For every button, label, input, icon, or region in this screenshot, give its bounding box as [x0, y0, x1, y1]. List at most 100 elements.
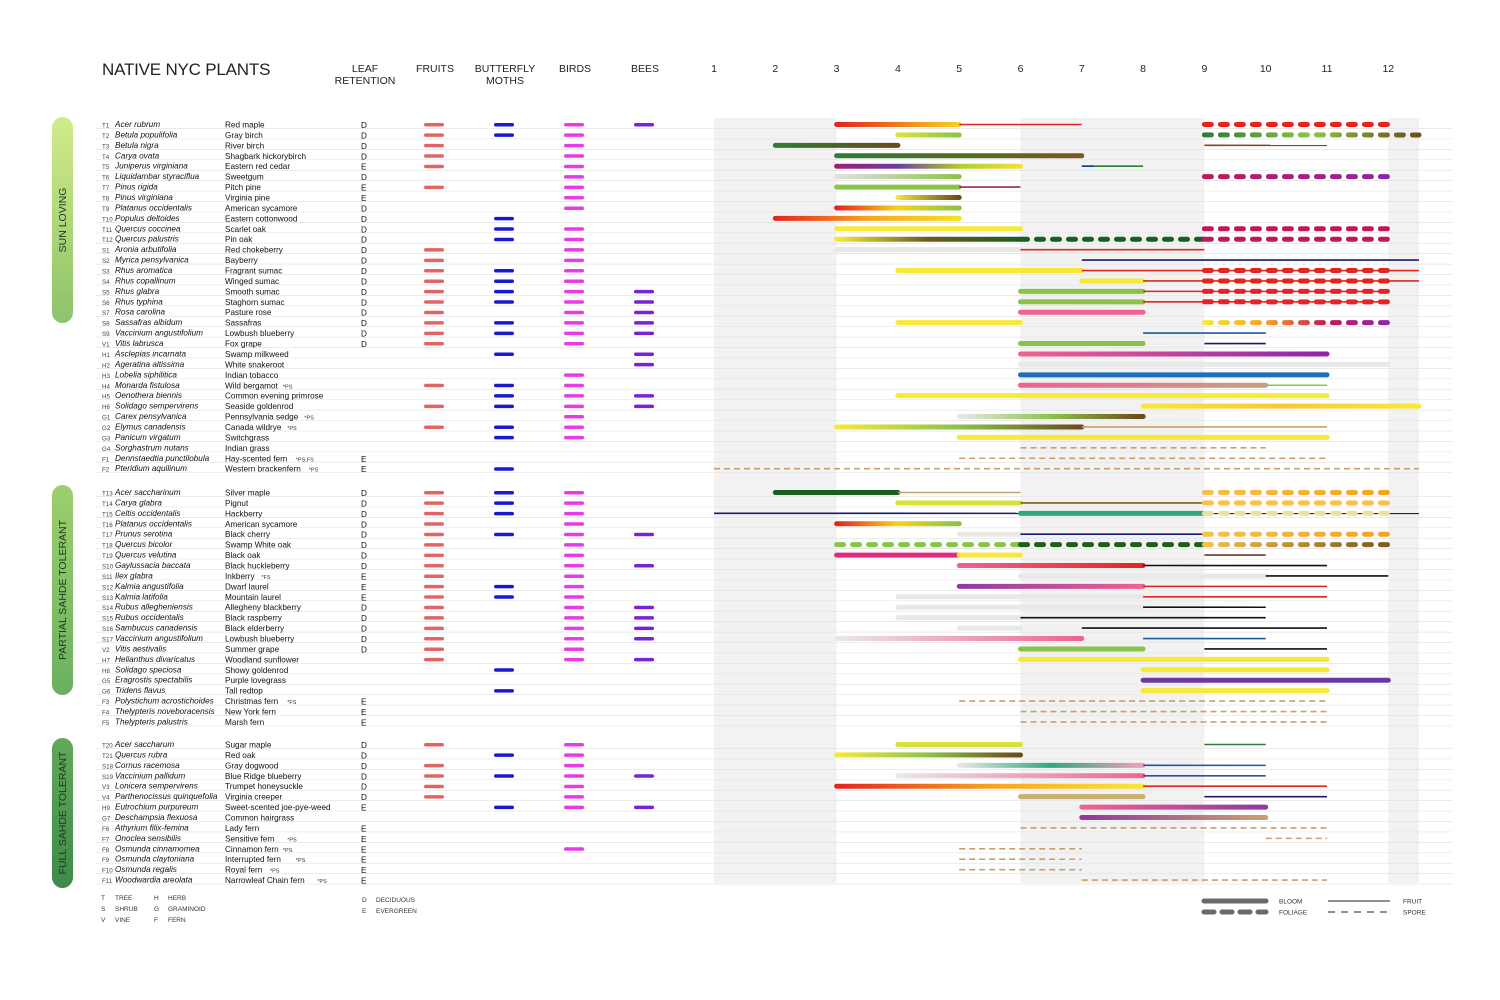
plant-common-name: Indian tobacco — [225, 371, 279, 380]
fruits-mark — [424, 425, 444, 429]
plant-latin-name: Eragrostis spectabilis — [115, 676, 192, 685]
legend-type-label: HERB — [168, 895, 186, 902]
plant-common-name: Dwarf laurel — [225, 582, 269, 591]
birds-mark — [564, 300, 584, 304]
bees-mark — [634, 300, 654, 304]
legend-line-label: SPORE — [1403, 910, 1426, 917]
plant-latin-name: Parthenocissus quinquefolia — [115, 792, 218, 801]
plant-common-name: Blue Ridge blueberry — [225, 772, 302, 781]
birds-mark — [564, 616, 584, 620]
plant-latin-name: Lonicera sempervirens — [115, 782, 198, 791]
plant-common-name: Gray birch — [225, 131, 263, 140]
leaf-retention-value: D — [361, 142, 367, 151]
plant-latin-name: Thelypteris palustris — [115, 717, 188, 726]
butterfly-mark — [494, 227, 514, 231]
bees-mark — [634, 564, 654, 568]
leaf-retention-value: E — [361, 804, 367, 813]
leaf-retention-value: D — [361, 257, 367, 266]
fruits-mark — [424, 574, 444, 578]
fruits-mark — [424, 491, 444, 495]
birds-mark — [564, 258, 584, 263]
plant-latin-name: Pinus rigida — [115, 183, 158, 192]
birds-mark — [564, 584, 584, 589]
bees-mark — [634, 637, 654, 641]
plant-common-name: Lady fern — [225, 824, 260, 833]
plant-latin-name: Kalmia latifolia — [115, 592, 168, 601]
birds-mark — [564, 564, 584, 568]
bees-mark — [634, 616, 654, 620]
plant-common-name: Canada wildrye — [225, 423, 282, 432]
plant-latin-name: Myrica pensylvanica — [115, 256, 189, 265]
plant-common-name: River birch — [225, 141, 265, 150]
plant-code: S8 — [102, 321, 110, 328]
plant-latin-name: Sassafras albidum — [115, 318, 183, 327]
butterfly-mark — [494, 689, 514, 693]
plant-common-name: Swamp White oak — [225, 541, 292, 550]
legend-type-code: H — [154, 895, 159, 902]
birds-mark — [564, 383, 584, 388]
birds-mark — [564, 164, 584, 169]
plant-code: G5 — [102, 678, 111, 685]
plant-common-name: Silver maple — [225, 489, 270, 498]
birds-mark — [564, 185, 584, 190]
plant-common-name: Black elderberry — [225, 624, 285, 633]
leaf-retention-value: D — [361, 751, 367, 760]
plant-note: *PS — [287, 837, 297, 843]
plant-latin-name: Rhus glabra — [115, 287, 160, 296]
fruits-mark — [424, 342, 444, 346]
plant-common-name: Hay-scented fern — [225, 454, 288, 463]
plant-latin-name: Aronia arbutifolia — [114, 245, 177, 254]
butterfly-mark — [494, 133, 514, 137]
plant-common-name: White snakeroot — [225, 360, 285, 369]
plant-latin-name: Populus deltoides — [115, 214, 180, 223]
plant-code: T15 — [102, 511, 113, 518]
leaf-retention-value: D — [361, 131, 367, 140]
plant-common-name: Lowbush blueberry — [225, 635, 295, 644]
birds-mark — [564, 196, 584, 200]
plant-common-name: Fragrant sumac — [225, 267, 282, 276]
plant-common-name: American sycamore — [225, 204, 298, 213]
fruits-mark — [424, 289, 444, 294]
plant-latin-name: Sambucus canadensis — [115, 624, 197, 633]
fruits-mark — [424, 522, 444, 526]
plant-latin-name: Monarda fistulosa — [115, 381, 180, 390]
leaf-retention-value: D — [361, 531, 367, 540]
legend-leaf-label: EVERGREEN — [376, 908, 417, 915]
birds-mark — [564, 743, 584, 747]
plant-code: T16 — [102, 522, 113, 529]
leaf-retention-value: E — [361, 708, 367, 717]
fruits-mark — [424, 595, 444, 599]
plant-code: T19 — [102, 553, 113, 560]
butterfly-mark — [494, 216, 514, 221]
birds-mark — [564, 331, 584, 336]
plant-common-name: Black cherry — [225, 530, 271, 539]
plant-latin-name: Pteridium aquilinum — [115, 464, 187, 473]
plant-latin-name: Rosa carolina — [115, 308, 166, 317]
plant-common-name: New York fern — [225, 708, 276, 717]
plant-latin-name: Lobelia siphilitica — [115, 370, 177, 379]
plant-latin-name: Carya glabra — [115, 498, 162, 507]
plant-common-name: Scarlet oak — [225, 225, 267, 234]
plant-latin-name: Vitis labrusca — [115, 339, 164, 348]
plant-common-name: Common evening primrose — [225, 392, 324, 401]
birds-mark — [564, 310, 584, 315]
fruits-mark — [424, 501, 444, 505]
plant-code: F11 — [102, 878, 113, 885]
plant-common-name: Allegheny blackberry — [225, 603, 302, 612]
plant-common-name: Cinnamon fern — [225, 845, 279, 854]
birds-mark — [564, 626, 584, 631]
plant-code: H5 — [102, 394, 110, 401]
bees-mark — [634, 657, 654, 662]
birds-mark — [564, 373, 584, 377]
leaf-retention-value: D — [361, 173, 367, 182]
plant-code: F9 — [102, 857, 110, 864]
plant-latin-name: Quercus velutina — [115, 551, 177, 560]
plant-code: F8 — [102, 847, 110, 854]
plant-latin-name: Kalmia angustifolia — [115, 582, 184, 591]
bees-mark — [634, 626, 654, 631]
plant-latin-name: Acer saccharum — [114, 740, 174, 749]
leaf-retention-value: E — [361, 194, 367, 203]
birds-mark — [564, 784, 584, 789]
group-bar — [52, 485, 73, 695]
